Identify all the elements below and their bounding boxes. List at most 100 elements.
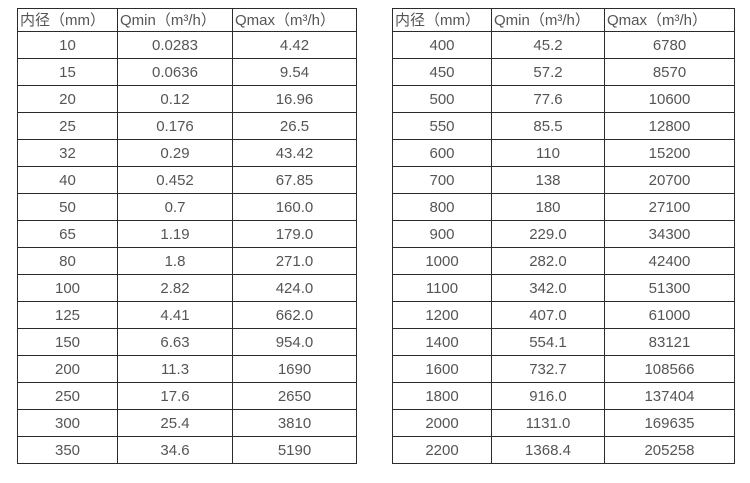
table-cell: 100 xyxy=(17,274,118,302)
table-cell: 26.5 xyxy=(232,112,357,140)
table-cell: 424.0 xyxy=(232,274,357,302)
table-row: 450 57.2 8570 xyxy=(392,58,735,86)
table-cell: 108566 xyxy=(604,355,735,383)
table-cell: 2000 xyxy=(392,409,492,437)
table-cell: 1400 xyxy=(392,328,492,356)
table-cell: 12800 xyxy=(604,112,735,140)
table-cell: 160.0 xyxy=(232,193,357,221)
table-cell: 51300 xyxy=(604,274,735,302)
table-cell: 271.0 xyxy=(232,247,357,275)
table-row: 32 0.29 43.42 xyxy=(17,139,357,167)
table-cell: 9.54 xyxy=(232,58,357,86)
table-cell: 0.0636 xyxy=(117,58,233,86)
table-cell: 450 xyxy=(392,58,492,86)
table-cell: 15 xyxy=(17,58,118,86)
table-cell: 32 xyxy=(17,139,118,167)
table-row: 700 138 20700 xyxy=(392,166,735,194)
table-cell: 20700 xyxy=(604,166,735,194)
table-cell: 0.29 xyxy=(117,139,233,167)
table-row: 550 85.5 12800 xyxy=(392,112,735,140)
table-cell: 282.0 xyxy=(491,247,605,275)
table-cell: 83121 xyxy=(604,328,735,356)
table-cell: 15200 xyxy=(604,139,735,167)
col-header-qmax: Qmax（m³/h） xyxy=(604,8,735,32)
table-cell: 700 xyxy=(392,166,492,194)
table-cell: 43.42 xyxy=(232,139,357,167)
table-row: 25 0.176 26.5 xyxy=(17,112,357,140)
table-cell: 0.12 xyxy=(117,85,233,113)
table-cell: 27100 xyxy=(604,193,735,221)
table-cell: 954.0 xyxy=(232,328,357,356)
table-cell: 25.4 xyxy=(117,409,233,437)
table-cell: 180 xyxy=(491,193,605,221)
table-cell: 5190 xyxy=(232,436,357,464)
table-row: 2000 1131.0 169635 xyxy=(392,409,735,437)
table-cell: 550 xyxy=(392,112,492,140)
table-row: 1000 282.0 42400 xyxy=(392,247,735,275)
table-cell: 500 xyxy=(392,85,492,113)
table-cell: 900 xyxy=(392,220,492,248)
table-cell: 0.452 xyxy=(117,166,233,194)
table-cell: 600 xyxy=(392,139,492,167)
table-row: 125 4.41 662.0 xyxy=(17,301,357,329)
table-row: 1400 554.1 83121 xyxy=(392,328,735,356)
table-cell: 50 xyxy=(17,193,118,221)
table-cell: 4.42 xyxy=(232,31,357,59)
table-cell: 342.0 xyxy=(491,274,605,302)
table-cell: 0.176 xyxy=(117,112,233,140)
table-cell: 229.0 xyxy=(491,220,605,248)
table-cell: 1100 xyxy=(392,274,492,302)
table-cell: 125 xyxy=(17,301,118,329)
table-cell: 2650 xyxy=(232,382,357,410)
table-cell: 40 xyxy=(17,166,118,194)
table-cell: 67.85 xyxy=(232,166,357,194)
table-cell: 554.1 xyxy=(491,328,605,356)
table-cell: 8570 xyxy=(604,58,735,86)
header-row: 内径（mm） Qmin（m³/h） Qmax（m³/h） xyxy=(392,8,735,32)
table-cell: 20 xyxy=(17,85,118,113)
table-cell: 169635 xyxy=(604,409,735,437)
table-row: 500 77.6 10600 xyxy=(392,85,735,113)
table-cell: 16.96 xyxy=(232,85,357,113)
table-cell: 179.0 xyxy=(232,220,357,248)
table-row: 400 45.2 6780 xyxy=(392,31,735,59)
table-cell: 1200 xyxy=(392,301,492,329)
col-header-qmin: Qmin（m³/h） xyxy=(117,8,233,32)
table-cell: 400 xyxy=(392,31,492,59)
table-cell: 1.19 xyxy=(117,220,233,248)
table-cell: 45.2 xyxy=(491,31,605,59)
table-cell: 200 xyxy=(17,355,118,383)
table-body: 400 45.2 6780 450 57.2 8570 500 77.6 10600 550 85.… xyxy=(392,31,735,464)
col-header-qmax: Qmax（m³/h） xyxy=(232,8,357,32)
table-cell: 1600 xyxy=(392,355,492,383)
table-cell: 1368.4 xyxy=(491,436,605,464)
col-header-inner-diameter: 内径（mm） xyxy=(392,8,492,32)
table-cell: 57.2 xyxy=(491,58,605,86)
table-small-diameter: 内径（mm） Qmin（m³/h） Qmax（m³/h） 10 0.0283 4.4… xyxy=(17,8,357,464)
table-cell: 61000 xyxy=(604,301,735,329)
table-row: 65 1.19 179.0 xyxy=(17,220,357,248)
table-row: 600 110 15200 xyxy=(392,139,735,167)
table-cell: 77.6 xyxy=(491,85,605,113)
table-row: 15 0.0636 9.54 xyxy=(17,58,357,86)
table-row: 10 0.0283 4.42 xyxy=(17,31,357,59)
table-cell: 10600 xyxy=(604,85,735,113)
table-body: 10 0.0283 4.42 15 0.0636 9.54 20 0.12 16.96 25 0.1… xyxy=(17,31,357,464)
table-cell: 407.0 xyxy=(491,301,605,329)
table-cell: 85.5 xyxy=(491,112,605,140)
table-cell: 34.6 xyxy=(117,436,233,464)
table-cell: 65 xyxy=(17,220,118,248)
col-header-qmin: Qmin（m³/h） xyxy=(491,8,605,32)
table-cell: 205258 xyxy=(604,436,735,464)
table-cell: 138 xyxy=(491,166,605,194)
table-cell: 350 xyxy=(17,436,118,464)
table-cell: 1690 xyxy=(232,355,357,383)
table-cell: 110 xyxy=(491,139,605,167)
table-cell: 25 xyxy=(17,112,118,140)
table-cell: 732.7 xyxy=(491,355,605,383)
table-cell: 1800 xyxy=(392,382,492,410)
table-cell: 34300 xyxy=(604,220,735,248)
table-cell: 0.7 xyxy=(117,193,233,221)
table-cell: 6.63 xyxy=(117,328,233,356)
